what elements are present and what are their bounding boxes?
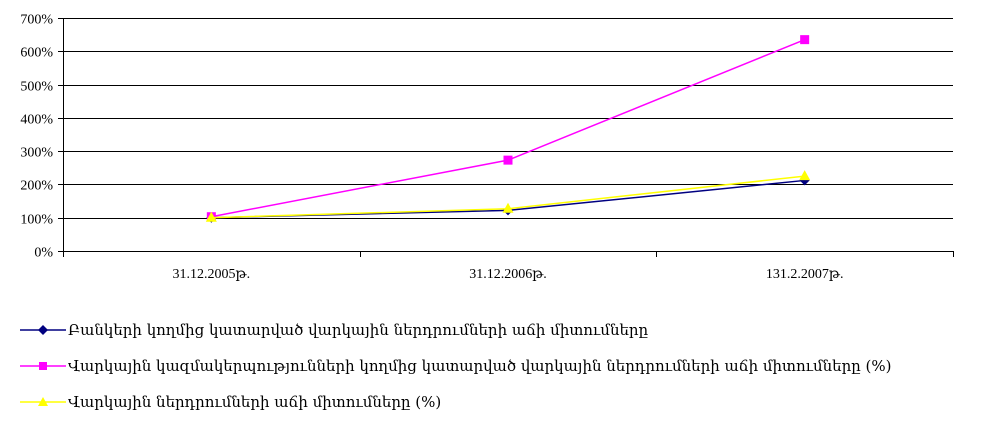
axes <box>58 18 954 257</box>
y-tick-label: 500% <box>20 80 53 95</box>
series-lines <box>205 35 811 223</box>
data-point-2-2 <box>503 155 513 165</box>
y-axis-tick-labels: 0% 100% 200% 300% 400% 500% 600% 700% <box>20 13 53 261</box>
legend-item-credit-organizations: Վարկային կազմակերպությունների կողմից կատ… <box>18 348 998 384</box>
legend-item-credit-investments: Վարկային ներդրումների աճի միտումները (%) <box>18 384 998 420</box>
legend-swatch-credit-investments <box>20 397 66 406</box>
y-tick-label: 600% <box>20 46 53 61</box>
y-tick-label: 400% <box>20 113 53 128</box>
y-tick-label: 200% <box>20 179 53 194</box>
x-tick-label: 31.12.2005թ. <box>173 267 251 282</box>
legend-label-credit-organizations: Վարկային կազմակերպությունների կողմից կատ… <box>68 357 892 375</box>
legend-label-credit-investments: Վարկային ներդրումների աճի միտումները (%) <box>68 393 442 411</box>
data-point-3-2 <box>502 202 514 213</box>
x-tick-label: 131.2.2007թ. <box>766 267 844 282</box>
legend-swatch-banks <box>20 325 66 335</box>
y-tick-label: 300% <box>20 146 53 161</box>
data-point-3-1 <box>205 211 217 222</box>
y-tick-label: 700% <box>20 13 53 28</box>
line-chart: 0% 100% 200% 300% 400% 500% 600% 700% 31.12.200… <box>20 13 954 282</box>
legend-item-banks: Բանկերի կողմից կատարված վարկային ներդրու… <box>18 312 998 348</box>
x-tick-label: 31.12.2006թ. <box>469 267 547 282</box>
data-point-2-3 <box>800 35 810 45</box>
gridlines <box>63 18 953 219</box>
legend: Բանկերի կողմից կատարված վարկային ներդրու… <box>18 312 998 420</box>
legend-swatch-credit-organizations <box>20 362 66 370</box>
x-axis-tick-labels: 31.12.2005թ. 31.12.2006թ. 131.2.2007թ. <box>173 267 844 282</box>
data-point-3-3 <box>799 170 811 181</box>
legend-label-banks: Բանկերի կողմից կատարված վարկային ներդրու… <box>68 321 649 339</box>
y-tick-label: 0% <box>34 246 53 261</box>
y-tick-label: 100% <box>20 213 53 228</box>
